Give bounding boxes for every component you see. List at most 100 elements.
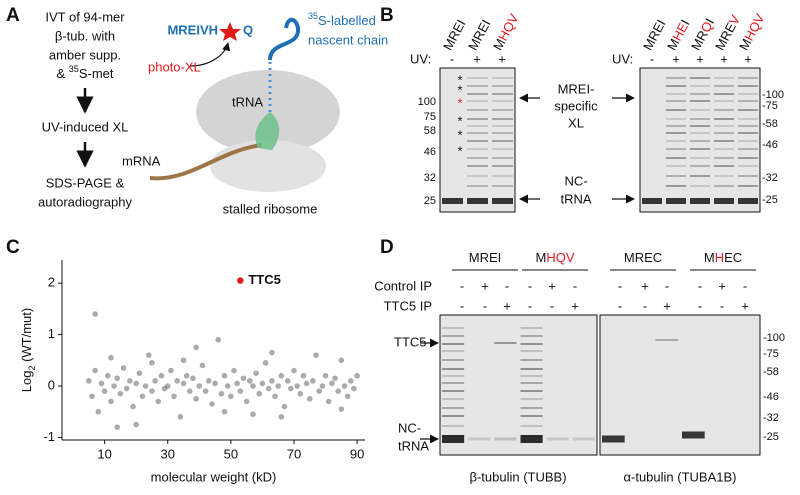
marker-label: -46 bbox=[762, 139, 778, 151]
gel-band bbox=[467, 148, 488, 150]
gel-band bbox=[494, 437, 517, 441]
point bbox=[275, 383, 282, 389]
point bbox=[231, 367, 237, 374]
point bbox=[133, 421, 139, 428]
point bbox=[288, 385, 294, 392]
gel-band bbox=[738, 198, 758, 204]
ip-mark: - bbox=[528, 298, 532, 313]
ip-mark: - bbox=[483, 298, 487, 313]
group-label: MHQV bbox=[535, 250, 574, 265]
gel-band bbox=[666, 175, 686, 177]
highlight-point bbox=[237, 277, 244, 284]
point bbox=[278, 414, 285, 420]
point bbox=[269, 349, 275, 356]
point bbox=[164, 383, 171, 389]
point bbox=[168, 367, 174, 374]
marker-label: -58 bbox=[762, 118, 778, 130]
point bbox=[215, 336, 222, 343]
y-axis-title: Log2 (WT/mut) bbox=[19, 308, 37, 392]
gel-band bbox=[714, 125, 734, 127]
step-text-part: S-met bbox=[79, 66, 114, 81]
point bbox=[205, 378, 212, 384]
ip-mark: - bbox=[743, 278, 747, 293]
step-text: UV-induced XL bbox=[42, 119, 129, 134]
point bbox=[332, 375, 338, 382]
point bbox=[196, 383, 203, 389]
step-text: IVT of 94-mer bbox=[45, 9, 125, 24]
highlight-label: TTC5 bbox=[248, 272, 281, 287]
gel-band bbox=[738, 157, 758, 159]
caption: stalled ribosome bbox=[223, 201, 318, 216]
gel-band bbox=[642, 198, 662, 204]
ip-mark: - bbox=[643, 298, 647, 313]
point bbox=[297, 390, 304, 397]
lane-label: MREI bbox=[440, 17, 469, 53]
point bbox=[341, 383, 348, 389]
gel-band bbox=[520, 343, 543, 345]
lane-label-part: MREI bbox=[640, 17, 669, 53]
lane-label: MREI bbox=[640, 17, 669, 53]
marker-label: -25 bbox=[763, 431, 779, 443]
step-text: & 35S-met bbox=[57, 64, 114, 81]
point bbox=[158, 372, 165, 379]
gel-band bbox=[520, 359, 543, 361]
point bbox=[209, 401, 215, 407]
x-tick-label: 50 bbox=[224, 446, 238, 461]
point bbox=[338, 406, 345, 412]
ip-mark: + bbox=[481, 278, 489, 293]
point bbox=[221, 372, 228, 379]
point bbox=[319, 383, 326, 389]
gel-band bbox=[738, 140, 758, 142]
marker-label: -46 bbox=[763, 391, 779, 403]
gel-band bbox=[666, 198, 686, 204]
point bbox=[224, 383, 231, 389]
point bbox=[152, 378, 158, 384]
gel-band bbox=[666, 85, 686, 87]
ip-mark: + bbox=[741, 298, 749, 313]
point bbox=[187, 388, 193, 394]
gel-band bbox=[492, 140, 513, 142]
lane-label: MHQV bbox=[490, 11, 522, 53]
nc-label: NC- bbox=[564, 173, 587, 188]
gel-band bbox=[714, 93, 734, 95]
group-label: MREI bbox=[469, 250, 502, 265]
point bbox=[272, 393, 278, 400]
gel-band bbox=[738, 93, 758, 95]
point bbox=[228, 393, 234, 400]
gel-band bbox=[690, 93, 710, 95]
panel-label: D bbox=[380, 237, 394, 258]
gel-band bbox=[738, 85, 758, 87]
gel-band bbox=[467, 93, 488, 95]
gel-band bbox=[492, 175, 513, 177]
point bbox=[104, 372, 111, 379]
point bbox=[142, 383, 149, 389]
gel-band bbox=[492, 132, 513, 134]
panel-label: B bbox=[380, 5, 394, 26]
asterisk: * bbox=[457, 143, 462, 158]
gel-band bbox=[714, 85, 734, 87]
gel-band bbox=[738, 109, 758, 111]
gel-band bbox=[690, 132, 710, 134]
point bbox=[237, 388, 244, 394]
trna-shape bbox=[255, 112, 280, 150]
gel-band bbox=[738, 132, 758, 134]
marker-label: 100 bbox=[418, 96, 436, 108]
mrna-label: mRNA bbox=[122, 153, 161, 168]
gel-band bbox=[666, 185, 686, 187]
y-tick-label: 0 bbox=[48, 377, 55, 392]
point bbox=[92, 311, 98, 317]
gel-band bbox=[738, 118, 758, 120]
group-label-part: MREI bbox=[469, 250, 502, 265]
point bbox=[284, 378, 291, 384]
gel-band bbox=[442, 407, 465, 409]
ip-mark: + bbox=[718, 278, 726, 293]
marker-label: -25 bbox=[762, 194, 778, 206]
gel-band bbox=[666, 140, 686, 142]
uv-mark: + bbox=[720, 51, 728, 66]
ip-mark: - bbox=[550, 298, 554, 313]
gel-band bbox=[714, 165, 734, 167]
point bbox=[86, 378, 92, 384]
step-text: amber supp. bbox=[49, 47, 121, 62]
point bbox=[303, 380, 310, 387]
